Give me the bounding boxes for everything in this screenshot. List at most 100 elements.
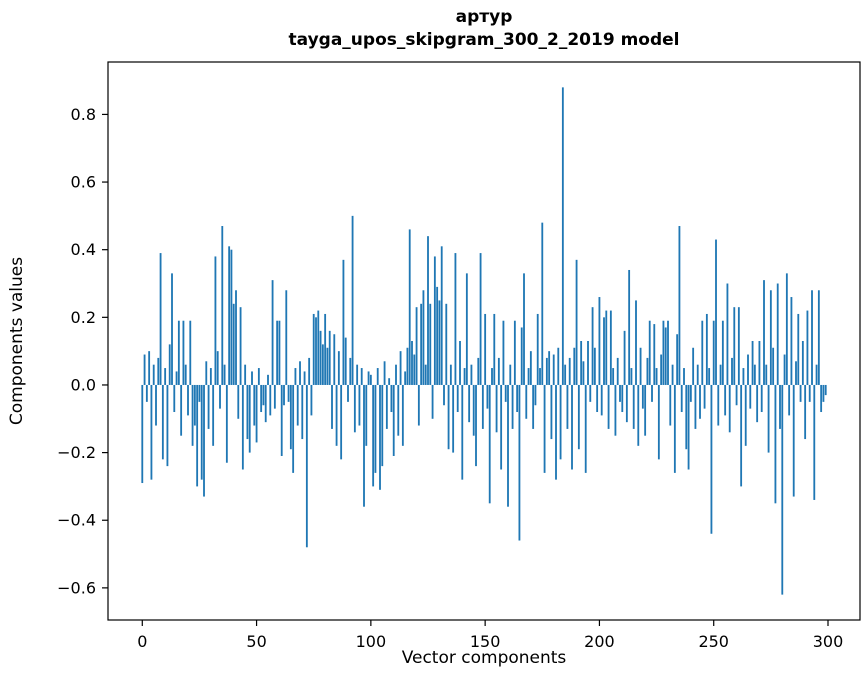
bar [596, 384, 599, 413]
bar [653, 324, 656, 385]
bar [607, 384, 610, 429]
bar [689, 384, 692, 402]
bar [477, 357, 480, 385]
bar [337, 351, 340, 385]
bar [182, 320, 185, 385]
bar [390, 384, 393, 413]
bar [509, 364, 512, 385]
bar [427, 236, 429, 385]
bar [619, 384, 621, 402]
bar [205, 361, 208, 385]
bar [822, 384, 825, 402]
bar [424, 364, 427, 385]
bar [516, 384, 519, 413]
bar [660, 354, 663, 385]
bar [328, 330, 331, 385]
bar [671, 364, 674, 385]
bar [728, 384, 731, 433]
bar [765, 364, 768, 385]
bar [623, 330, 626, 385]
bar [621, 384, 624, 413]
bar [374, 384, 377, 473]
bar [808, 384, 811, 402]
bar [568, 357, 571, 385]
bar [207, 384, 210, 429]
bar [680, 384, 683, 413]
bar [541, 222, 544, 385]
bar [475, 384, 477, 467]
bar [699, 384, 701, 419]
bar [406, 347, 409, 385]
bar [603, 317, 605, 385]
bar [744, 384, 747, 446]
bar [413, 354, 416, 385]
bar [468, 384, 471, 423]
bar [392, 384, 395, 456]
bar [804, 384, 807, 440]
bar [411, 341, 413, 385]
bar [184, 364, 187, 385]
bar [433, 256, 436, 385]
bar [157, 357, 160, 385]
bar [616, 357, 619, 385]
bar [523, 273, 525, 385]
bar [582, 361, 585, 385]
bar [566, 384, 569, 429]
bar [708, 368, 711, 385]
bar [548, 351, 551, 385]
bar [758, 341, 761, 385]
bar [740, 384, 743, 487]
bar [479, 253, 482, 385]
bar [811, 290, 813, 385]
bar [225, 384, 228, 463]
bar [717, 384, 720, 426]
bar [500, 384, 503, 470]
bar [799, 384, 802, 402]
bar [507, 384, 509, 507]
bar [657, 384, 660, 460]
bar [539, 368, 541, 385]
bar [733, 307, 736, 385]
bar [484, 313, 487, 385]
bar [326, 347, 329, 385]
bar [216, 351, 219, 385]
bar [731, 357, 733, 385]
bar [676, 334, 679, 385]
bar [459, 341, 461, 385]
bar [191, 384, 194, 446]
bar [687, 384, 690, 470]
bar [324, 313, 327, 385]
bar [171, 273, 173, 385]
bar [685, 384, 688, 450]
bar [303, 371, 306, 385]
bar [573, 347, 576, 385]
bar [239, 307, 242, 385]
bar [591, 307, 594, 385]
bar [696, 364, 699, 385]
bar [497, 357, 500, 385]
bar [577, 384, 580, 450]
bar [813, 384, 816, 500]
bar [180, 384, 183, 436]
bar [703, 384, 706, 409]
bar [584, 384, 587, 473]
bar [651, 384, 653, 402]
bar [701, 320, 704, 385]
bar [376, 368, 379, 385]
bar [747, 354, 749, 385]
bar [310, 384, 313, 416]
bar [168, 344, 171, 385]
bar [248, 384, 251, 453]
bar [347, 384, 349, 402]
bar [763, 280, 765, 385]
bar [536, 313, 539, 385]
bar [200, 384, 203, 480]
bar [641, 384, 644, 409]
bar [198, 384, 201, 402]
bar [632, 384, 635, 429]
bar [481, 384, 484, 429]
bar [273, 384, 276, 409]
bar [401, 384, 404, 446]
bar [372, 384, 375, 487]
bar [319, 330, 322, 385]
